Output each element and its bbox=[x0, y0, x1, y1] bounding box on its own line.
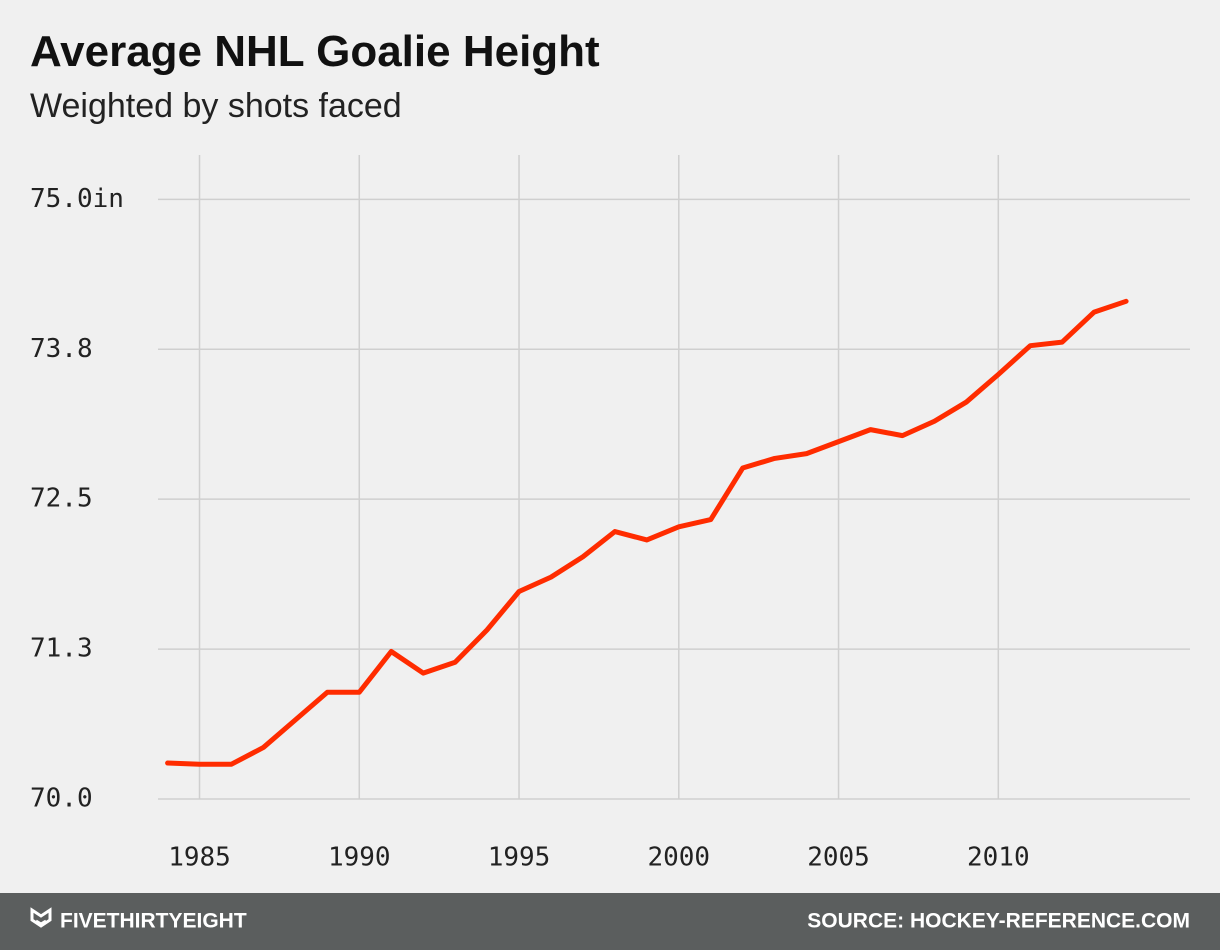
y-tick-label: 71.3 bbox=[30, 634, 93, 664]
footer-bar bbox=[0, 893, 1220, 950]
x-tick-label: 2005 bbox=[807, 843, 870, 873]
chart-title: Average NHL Goalie Height bbox=[30, 27, 600, 76]
x-tick-label: 2000 bbox=[647, 843, 710, 873]
footer-brand: FIVETHIRTYEIGHT bbox=[60, 910, 247, 933]
y-tick-label: 72.5 bbox=[30, 484, 93, 514]
x-tick-label: 2010 bbox=[967, 843, 1030, 873]
plot: 1985 1990 1995 2000 2005 2010 70.0 71.3 72.5 73.8… bbox=[30, 155, 1190, 873]
y-tick-label: 73.8 bbox=[30, 334, 93, 364]
x-tick-label: 1985 bbox=[168, 843, 231, 873]
x-tick-label: 1995 bbox=[488, 843, 551, 873]
y-tick-label: 70.0 bbox=[30, 784, 93, 814]
x-tick-label: 1990 bbox=[328, 843, 391, 873]
data-line bbox=[165, 298, 1129, 767]
chart-subtitle: Weighted by shots faced bbox=[30, 87, 402, 125]
logo-icon bbox=[30, 907, 52, 928]
footer-source: SOURCE: HOCKEY-REFERENCE.COM bbox=[807, 910, 1190, 933]
y-tick-label: 75.0in bbox=[30, 184, 124, 214]
